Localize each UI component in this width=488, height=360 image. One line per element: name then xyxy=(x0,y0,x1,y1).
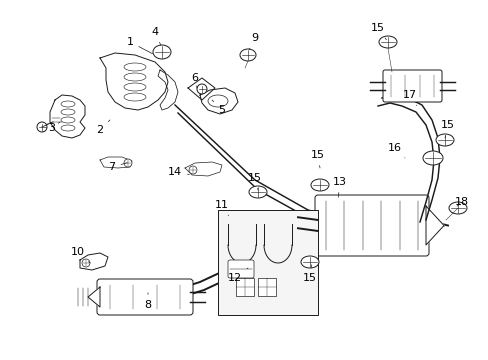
Text: 16: 16 xyxy=(387,143,404,158)
Polygon shape xyxy=(80,253,108,270)
Polygon shape xyxy=(425,206,443,245)
Text: 15: 15 xyxy=(247,173,262,190)
Circle shape xyxy=(82,259,90,267)
FancyBboxPatch shape xyxy=(382,70,441,102)
FancyBboxPatch shape xyxy=(97,279,193,315)
Text: 14: 14 xyxy=(167,167,189,177)
Text: 3: 3 xyxy=(48,122,60,133)
Text: 1: 1 xyxy=(126,37,152,54)
Circle shape xyxy=(189,166,197,174)
Ellipse shape xyxy=(153,45,171,59)
Ellipse shape xyxy=(240,49,256,61)
Text: 2: 2 xyxy=(96,120,110,135)
Ellipse shape xyxy=(448,202,466,214)
Circle shape xyxy=(197,84,206,94)
Text: 12: 12 xyxy=(227,268,247,283)
Polygon shape xyxy=(200,88,238,114)
Text: 15: 15 xyxy=(310,150,325,168)
Polygon shape xyxy=(187,78,215,100)
Text: 15: 15 xyxy=(303,265,316,283)
Polygon shape xyxy=(100,53,168,110)
Text: 17: 17 xyxy=(402,90,416,105)
Ellipse shape xyxy=(378,36,396,48)
Ellipse shape xyxy=(310,179,328,191)
Polygon shape xyxy=(100,157,132,168)
Text: 18: 18 xyxy=(454,197,468,207)
FancyBboxPatch shape xyxy=(227,260,253,278)
Polygon shape xyxy=(50,95,85,138)
Text: 7: 7 xyxy=(108,162,127,172)
Polygon shape xyxy=(158,70,178,110)
Text: 10: 10 xyxy=(71,247,90,263)
Text: 4: 4 xyxy=(151,27,161,45)
Text: 15: 15 xyxy=(370,23,386,40)
Text: 6: 6 xyxy=(191,73,198,88)
Ellipse shape xyxy=(301,256,318,268)
FancyBboxPatch shape xyxy=(314,195,428,256)
Polygon shape xyxy=(88,287,100,307)
Ellipse shape xyxy=(248,186,266,198)
Bar xyxy=(258,278,275,296)
Circle shape xyxy=(37,122,47,132)
Ellipse shape xyxy=(422,151,442,165)
Bar xyxy=(236,278,253,296)
Text: 8: 8 xyxy=(144,293,151,310)
Text: 13: 13 xyxy=(332,177,346,197)
Ellipse shape xyxy=(435,134,453,146)
Bar xyxy=(218,210,317,315)
Circle shape xyxy=(124,159,132,167)
Text: 15: 15 xyxy=(440,120,454,138)
Text: 11: 11 xyxy=(215,200,228,216)
Text: 9: 9 xyxy=(249,33,258,50)
Text: 5: 5 xyxy=(211,100,225,115)
Polygon shape xyxy=(184,162,222,176)
